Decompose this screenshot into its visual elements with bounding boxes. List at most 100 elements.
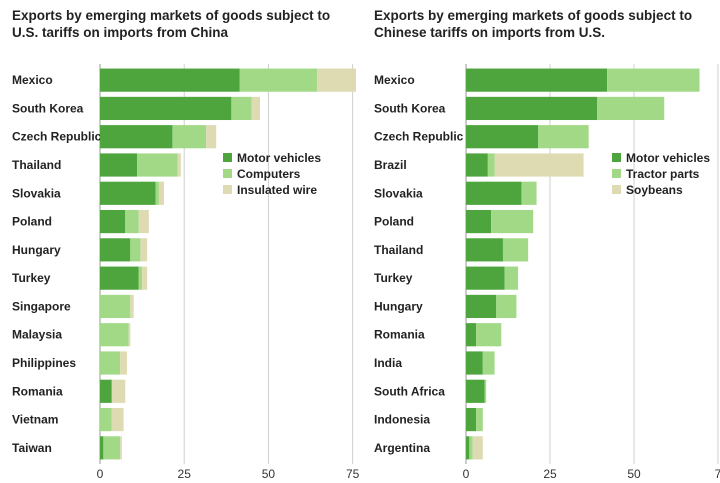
category-label-mexico: Mexico	[12, 73, 53, 87]
bar-argentina-motor-vehicles	[466, 436, 470, 460]
bar-slovakia-insulated-wire	[158, 181, 164, 205]
bar-czech-republic-insulated-wire	[206, 125, 217, 149]
bar-turkey-motor-vehicles	[466, 266, 505, 290]
category-label-czech-republic: Czech Republic	[12, 130, 102, 144]
bar-vietnam-insulated-wire	[111, 407, 124, 432]
bar-indonesia-motor-vehicles	[466, 407, 477, 432]
category-label-czech-republic: Czech Republic	[374, 130, 464, 144]
category-label-singapore: Singapore	[12, 299, 71, 313]
bar-slovakia-motor-vehicles	[466, 181, 522, 205]
bar-hungary-computers	[130, 238, 141, 262]
category-label-poland: Poland	[12, 215, 52, 229]
category-label-slovakia: Slovakia	[12, 186, 61, 200]
bar-india-motor-vehicles	[466, 351, 483, 375]
legend-label-motor-vehicles: Motor vehicles	[626, 151, 710, 165]
bar-hungary-tractor-parts	[496, 294, 517, 319]
legend-label-soybeans: Soybeans	[626, 183, 683, 197]
tick-label-right-3: 7	[715, 467, 720, 481]
bar-malaysia-computers	[100, 323, 129, 347]
chart-panel-right: Exports by emerging markets of goods sub…	[362, 0, 720, 483]
bar-philippines-insulated-wire	[120, 351, 127, 375]
bar-brazil-motor-vehicles	[466, 153, 488, 177]
category-label-slovakia: Slovakia	[374, 186, 423, 200]
bar-vietnam-computers	[100, 407, 112, 432]
category-label-romania: Romania	[12, 384, 63, 398]
bar-indonesia-tractor-parts	[476, 407, 483, 432]
bar-czech-republic-motor-vehicles	[100, 125, 173, 149]
bar-poland-insulated-wire	[138, 209, 149, 234]
legend-swatch-tractor-parts	[612, 169, 621, 178]
bar-argentina-soybeans	[472, 436, 483, 460]
chart-right: 0 25 50 7 Mexico South Korea Czech Republic Bra…	[374, 64, 720, 481]
legend-swatch-motor-vehicles	[223, 153, 232, 162]
bar-slovakia-tractor-parts	[521, 181, 537, 205]
bar-poland-motor-vehicles	[100, 209, 126, 234]
bar-india-tractor-parts	[482, 351, 495, 375]
bar-turkey-tractor-parts	[504, 266, 519, 290]
legend-label-insulated-wire: Insulated wire	[237, 183, 317, 197]
bar-malaysia-insulated-wire	[128, 323, 131, 347]
tick-label-left-1: 25	[178, 467, 192, 481]
bar-philippines-computers	[100, 351, 121, 375]
bar-south-korea-motor-vehicles	[466, 96, 598, 121]
category-label-indonesia: Indonesia	[374, 413, 430, 427]
chart-left: 0 25 50 75 Mexico South Korea Czech Republic Th…	[12, 64, 360, 481]
bar-romania-insulated-wire	[111, 379, 126, 403]
tick-label-left-0: 0	[97, 467, 104, 481]
tick-label-left-3: 75	[346, 467, 360, 481]
bar-singapore-computers	[100, 294, 131, 319]
category-label-thailand: Thailand	[12, 158, 61, 172]
category-label-turkey: Turkey	[374, 271, 413, 285]
category-label-brazil: Brazil	[374, 158, 407, 172]
bar-thailand-motor-vehicles	[100, 153, 138, 177]
bar-taiwan-motor-vehicles	[100, 436, 104, 460]
bar-mexico-insulated-wire	[317, 68, 356, 92]
bar-hungary-motor-vehicles	[100, 238, 131, 262]
bar-thailand-computers	[137, 153, 178, 177]
bar-brazil-soybeans	[494, 153, 584, 177]
legend-label-tractor-parts: Tractor parts	[626, 167, 700, 181]
category-label-hungary: Hungary	[12, 243, 61, 257]
bar-mexico-computers	[239, 68, 318, 92]
bar-slovakia-motor-vehicles	[100, 181, 156, 205]
bar-romania-motor-vehicles	[466, 323, 477, 347]
bar-south-korea-computers	[231, 96, 252, 121]
bar-mexico-tractor-parts	[607, 68, 700, 92]
category-label-thailand: Thailand	[374, 243, 423, 257]
category-label-south-africa: South Africa	[374, 384, 445, 398]
legend-swatch-insulated-wire	[223, 185, 232, 194]
legend-swatch-motor-vehicles	[612, 153, 621, 162]
chart-title-left: Exports by emerging markets of goods sub…	[12, 8, 331, 40]
category-label-romania: Romania	[374, 328, 425, 342]
category-label-hungary: Hungary	[374, 299, 423, 313]
bar-mexico-motor-vehicles	[100, 68, 240, 92]
category-label-south-korea: South Korea	[374, 101, 446, 115]
legend-swatch-computers	[223, 169, 232, 178]
bar-thailand-insulated-wire	[177, 153, 181, 177]
bar-south-korea-motor-vehicles	[100, 96, 232, 121]
bar-turkey-motor-vehicles	[100, 266, 139, 290]
bar-singapore-insulated-wire	[130, 294, 134, 319]
bar-argentina-tractor-parts	[469, 436, 473, 460]
category-label-malaysia: Malaysia	[12, 328, 62, 342]
legend-label-motor-vehicles: Motor vehicles	[237, 151, 321, 165]
bar-czech-republic-motor-vehicles	[466, 125, 539, 149]
category-label-turkey: Turkey	[12, 271, 51, 285]
bar-romania-motor-vehicles	[100, 379, 112, 403]
bar-poland-motor-vehicles	[466, 209, 492, 234]
bar-czech-republic-computers	[172, 125, 207, 149]
chart-panel-left: Exports by emerging markets of goods sub…	[12, 8, 360, 481]
category-label-poland: Poland	[374, 215, 414, 229]
chart-title-right: Exports by emerging markets of goods sub…	[374, 8, 693, 40]
tick-label-right-2: 50	[627, 467, 641, 481]
legend-label-computers: Computers	[237, 167, 301, 181]
bar-south-africa-tractor-parts	[484, 379, 487, 403]
bar-thailand-tractor-parts	[502, 238, 529, 262]
category-label-taiwan: Taiwan	[12, 441, 52, 455]
bar-poland-computers	[125, 209, 139, 234]
tick-label-left-2: 50	[262, 467, 276, 481]
bar-czech-republic-tractor-parts	[538, 125, 589, 149]
category-label-south-korea: South Korea	[12, 101, 84, 115]
bar-taiwan-insulated-wire	[120, 436, 122, 460]
bar-south-korea-insulated-wire	[251, 96, 260, 121]
